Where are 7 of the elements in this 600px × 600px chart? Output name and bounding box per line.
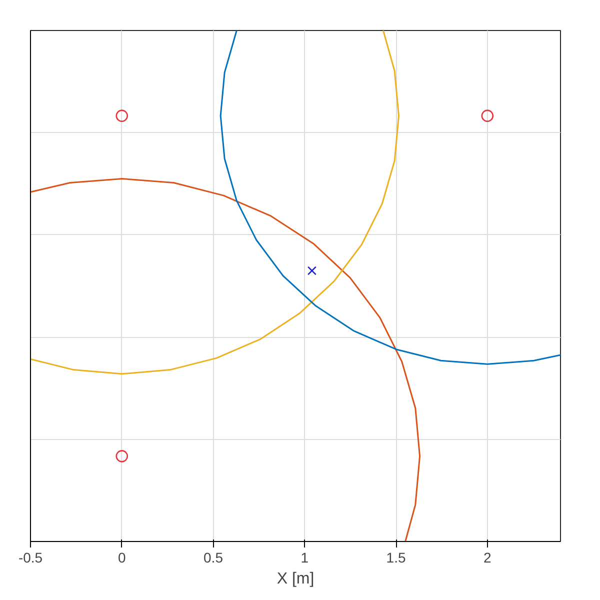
x-tick-label: 1.5 [386,550,406,566]
x-tick-label: 2 [484,550,492,566]
x-tick-label: -0.5 [18,550,43,566]
x-tick-label: 0 [118,550,126,566]
x-axis-title: X [m] [276,570,314,588]
x-tick-label: 1 [300,550,309,566]
x-tick-label: 0.5 [204,550,224,566]
